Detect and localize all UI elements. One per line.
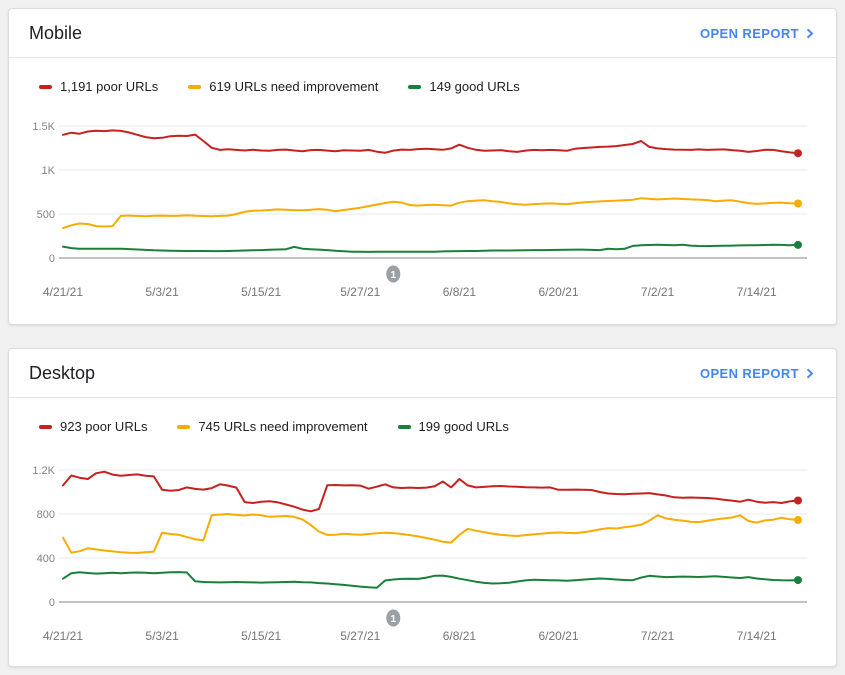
svg-text:7/14/21: 7/14/21 xyxy=(737,285,777,299)
svg-text:4/21/21: 4/21/21 xyxy=(43,285,83,299)
legend-dash-poor xyxy=(39,424,52,429)
legend-dash-good xyxy=(408,84,422,89)
svg-text:0: 0 xyxy=(49,597,55,609)
legend-item-poor: 1,191 poor URLs xyxy=(39,79,158,94)
chevron-right-icon xyxy=(806,28,814,38)
svg-text:5/3/21: 5/3/21 xyxy=(145,629,179,643)
legend-label-poor: 1,191 poor URLs xyxy=(60,79,159,94)
mobile-cwv-chart[interactable]: 1.5K 1K 500 0 4/21/21 5/3/21 5/15/21 5/27/21 6/8… xyxy=(9,112,836,312)
chevron-right-icon xyxy=(806,368,814,378)
legend: 923 poor URLs 745 URLs need improvement … xyxy=(9,398,836,434)
legend-label-needs-improvement: 619 URLs need improvement xyxy=(209,79,379,94)
svg-text:6/20/21: 6/20/21 xyxy=(538,629,578,643)
svg-text:800: 800 xyxy=(37,509,55,521)
mobile-card: Mobile OPEN REPORT 1,191 poor URLs 619 U… xyxy=(8,8,837,325)
desktop-cwv-chart[interactable]: 1.2K 800 400 0 4/21/21 5/3/21 5/15/21 5/27/21 6/… xyxy=(9,456,836,656)
open-report-label: OPEN REPORT xyxy=(699,365,799,381)
legend-dash-poor xyxy=(39,84,52,89)
legend-label-poor: 923 poor URLs xyxy=(60,419,148,434)
svg-text:5/27/21: 5/27/21 xyxy=(340,285,380,299)
svg-text:6/8/21: 6/8/21 xyxy=(443,285,477,299)
svg-text:5/27/21: 5/27/21 xyxy=(340,629,380,643)
legend-item-good: 199 good URLs xyxy=(397,419,509,434)
svg-text:6/20/21: 6/20/21 xyxy=(538,285,578,299)
svg-text:500: 500 xyxy=(37,209,55,221)
svg-text:6/8/21: 6/8/21 xyxy=(443,629,477,643)
svg-text:7/14/21: 7/14/21 xyxy=(737,629,777,643)
open-report-link[interactable]: OPEN REPORT xyxy=(700,26,814,41)
mobile-card-header: Mobile OPEN REPORT xyxy=(9,9,836,58)
desktop-card: Desktop OPEN REPORT 923 poor URLs 745 UR… xyxy=(8,348,837,667)
legend-item-poor: 923 poor URLs xyxy=(39,419,147,434)
svg-text:5/15/21: 5/15/21 xyxy=(241,285,281,299)
svg-text:0: 0 xyxy=(49,253,55,265)
open-report-link[interactable]: OPEN REPORT xyxy=(700,366,814,381)
desktop-card-header: Desktop OPEN REPORT xyxy=(9,349,836,398)
svg-text:1: 1 xyxy=(391,270,397,281)
legend-label-needs-improvement: 745 URLs need improvement xyxy=(198,419,368,434)
svg-text:400: 400 xyxy=(37,553,55,565)
legend-dash-needs-improvement xyxy=(188,84,202,89)
svg-text:1K: 1K xyxy=(42,165,56,177)
svg-text:5/15/21: 5/15/21 xyxy=(241,629,281,643)
legend-item-needs-improvement: 619 URLs need improvement xyxy=(188,79,378,94)
svg-text:7/2/21: 7/2/21 xyxy=(641,285,675,299)
legend-item-good: 149 good URLs xyxy=(408,79,520,94)
svg-text:1.2K: 1.2K xyxy=(32,465,55,477)
svg-text:1: 1 xyxy=(391,614,397,625)
card-title: Mobile xyxy=(29,22,83,43)
legend-item-needs-improvement: 745 URLs need improvement xyxy=(177,419,368,434)
legend-dash-needs-improvement xyxy=(177,424,191,429)
open-report-label: OPEN REPORT xyxy=(699,25,799,41)
legend-label-good: 199 good URLs xyxy=(418,419,509,434)
svg-text:7/2/21: 7/2/21 xyxy=(641,629,675,643)
card-title: Desktop xyxy=(29,362,96,383)
svg-text:4/21/21: 4/21/21 xyxy=(43,629,83,643)
svg-text:1.5K: 1.5K xyxy=(32,121,55,133)
legend-label-good: 149 good URLs xyxy=(429,79,520,94)
svg-text:5/3/21: 5/3/21 xyxy=(145,285,179,299)
legend: 1,191 poor URLs 619 URLs need improvemen… xyxy=(9,58,836,94)
legend-dash-good xyxy=(397,424,411,429)
